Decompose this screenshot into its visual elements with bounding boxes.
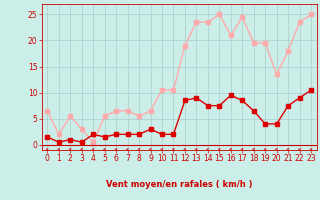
X-axis label: Vent moyen/en rafales ( km/h ): Vent moyen/en rafales ( km/h )	[106, 180, 252, 189]
